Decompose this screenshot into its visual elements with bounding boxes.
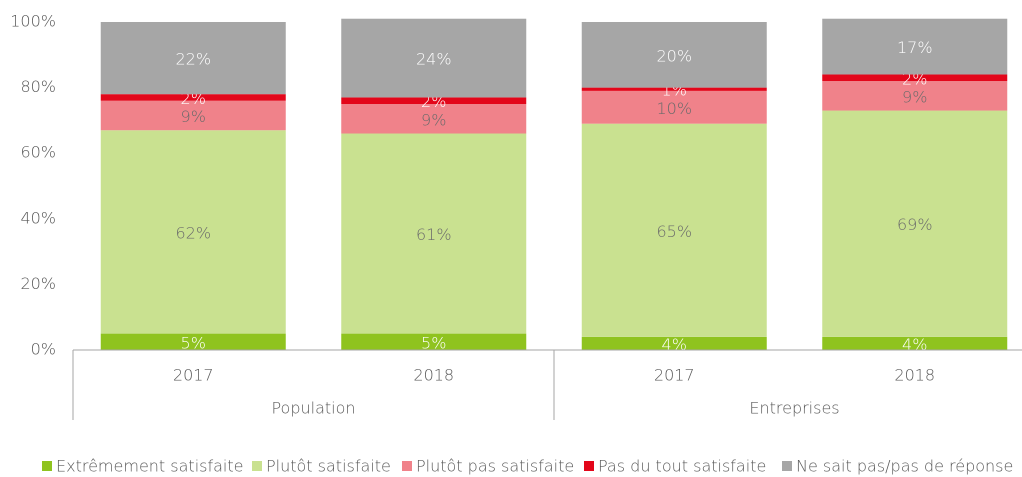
legend-swatch	[584, 461, 594, 471]
group-label: Population	[271, 399, 355, 418]
value-label: 4%	[662, 335, 687, 354]
x-tick-label: 2017	[654, 366, 695, 385]
value-label: 17%	[897, 38, 933, 57]
bar-segment	[581, 90, 767, 124]
bar-segment	[822, 81, 1008, 111]
legend-label: Plutôt pas satisfaite	[416, 457, 574, 476]
bar-segment	[100, 22, 286, 95]
legend-swatch	[782, 461, 792, 471]
y-tick-label: 20%	[20, 274, 56, 293]
bar-segment	[581, 22, 767, 88]
bar-segment	[341, 333, 527, 350]
legend-label: Plutôt satisfaite	[266, 457, 391, 476]
bar-segment	[100, 130, 286, 334]
x-tick-label: 2018	[413, 366, 454, 385]
y-tick-label: 100%	[10, 12, 56, 31]
legend-label: Ne sait pas/pas de réponse	[796, 457, 1013, 476]
value-label: 9%	[902, 87, 927, 106]
bar-segment	[822, 336, 1008, 350]
bar-segment	[100, 333, 286, 350]
bar-segment	[341, 18, 527, 98]
bar-segment	[822, 110, 1008, 337]
value-label: 22%	[175, 50, 211, 69]
y-tick-label: 80%	[20, 77, 56, 96]
value-label: 61%	[416, 225, 452, 244]
legend-swatch	[42, 461, 52, 471]
value-label: 20%	[656, 46, 692, 65]
x-tick-label: 2018	[894, 366, 935, 385]
bar-segment	[822, 18, 1008, 75]
legend-label: Pas du tout satisfaite	[598, 457, 766, 476]
value-label: 5%	[421, 333, 446, 352]
bar-segment	[581, 123, 767, 337]
x-tick-label: 2017	[173, 366, 214, 385]
bar-segment	[100, 100, 286, 131]
y-tick-label: 60%	[20, 143, 56, 162]
value-label: 9%	[181, 107, 206, 126]
legend-label: Extrêmement satisfaite	[56, 457, 243, 476]
value-label: 65%	[656, 222, 692, 241]
y-tick-label: 40%	[20, 208, 56, 227]
value-label: 24%	[416, 50, 452, 69]
bar-segment	[581, 87, 767, 91]
legend-swatch	[402, 461, 412, 471]
bar-segment	[581, 336, 767, 350]
value-label: 69%	[897, 215, 933, 234]
value-label: 10%	[656, 99, 692, 118]
bar-segment	[822, 74, 1008, 82]
value-label: 62%	[175, 223, 211, 242]
bar-segment	[100, 94, 286, 101]
bar-segment	[341, 97, 527, 104]
value-label: 5%	[181, 333, 206, 352]
bar-segment	[341, 104, 527, 134]
value-label: 9%	[421, 110, 446, 129]
bar-segment	[341, 133, 527, 334]
legend-swatch	[252, 461, 262, 471]
y-tick-label: 0%	[31, 340, 56, 359]
group-label: Entreprises	[749, 399, 839, 418]
value-label: 4%	[902, 335, 927, 354]
